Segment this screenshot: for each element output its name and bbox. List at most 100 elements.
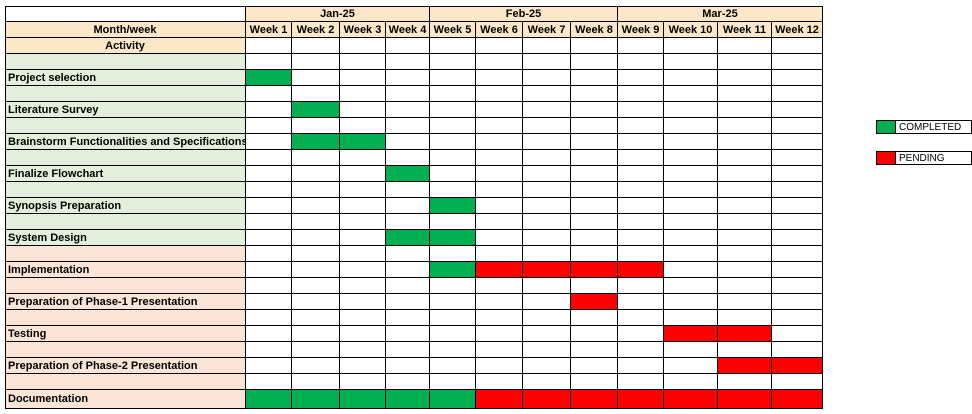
empty-cell bbox=[523, 54, 571, 70]
empty-cell bbox=[476, 342, 523, 358]
empty-cell bbox=[292, 246, 340, 262]
empty-cell bbox=[664, 342, 718, 358]
empty-cell bbox=[523, 310, 571, 326]
empty-cell bbox=[476, 214, 523, 230]
completed-bar bbox=[430, 230, 476, 246]
empty-cell bbox=[246, 310, 292, 326]
empty-cell bbox=[571, 102, 618, 118]
empty-cell bbox=[386, 326, 430, 342]
empty-cell bbox=[246, 182, 292, 198]
empty-cell bbox=[476, 326, 523, 342]
empty-cell bbox=[476, 102, 523, 118]
empty-cell bbox=[340, 70, 386, 86]
empty-cell bbox=[476, 86, 523, 102]
empty-cell bbox=[292, 70, 340, 86]
empty-cell bbox=[664, 166, 718, 182]
empty-cell bbox=[340, 182, 386, 198]
empty-cell bbox=[523, 102, 571, 118]
empty-cell bbox=[476, 310, 523, 326]
empty-cell bbox=[292, 278, 340, 294]
empty-cell bbox=[476, 70, 523, 86]
empty-cell bbox=[772, 326, 823, 342]
empty-cell bbox=[618, 118, 664, 134]
empty-cell bbox=[664, 294, 718, 310]
empty-cell bbox=[523, 278, 571, 294]
empty-cell bbox=[618, 342, 664, 358]
empty-cell bbox=[571, 310, 618, 326]
empty-cell bbox=[571, 182, 618, 198]
empty-cell bbox=[246, 86, 292, 102]
spacer-label-cell bbox=[5, 310, 246, 326]
legend-swatch-pending bbox=[876, 151, 896, 165]
empty-cell bbox=[476, 374, 523, 390]
empty-cell bbox=[386, 54, 430, 70]
empty-cell bbox=[618, 374, 664, 390]
completed-bar bbox=[292, 390, 340, 409]
completed-bar bbox=[246, 70, 292, 86]
empty-cell bbox=[772, 182, 823, 198]
empty-cell bbox=[664, 134, 718, 150]
spacer-label-cell bbox=[5, 214, 246, 230]
empty-cell bbox=[340, 342, 386, 358]
empty-cell bbox=[340, 118, 386, 134]
empty-cell bbox=[718, 246, 772, 262]
empty-cell bbox=[571, 150, 618, 166]
empty-cell bbox=[430, 326, 476, 342]
activity-label: Brainstorm Functionalities and Specifica… bbox=[5, 134, 246, 150]
empty-cell bbox=[571, 214, 618, 230]
empty-cell bbox=[523, 182, 571, 198]
empty-cell bbox=[618, 54, 664, 70]
empty-cell bbox=[386, 294, 430, 310]
empty-cell bbox=[571, 358, 618, 374]
empty-cell bbox=[292, 326, 340, 342]
empty-cell bbox=[664, 246, 718, 262]
empty-cell bbox=[340, 326, 386, 342]
week-header-7: Week 7 bbox=[523, 22, 571, 38]
empty-cell bbox=[246, 166, 292, 182]
week-header-4: Week 4 bbox=[386, 22, 430, 38]
week-header-3: Week 3 bbox=[340, 22, 386, 38]
empty-cell bbox=[476, 358, 523, 374]
empty-cell bbox=[246, 246, 292, 262]
empty-cell bbox=[772, 262, 823, 278]
empty-cell bbox=[618, 246, 664, 262]
activity-label: System Design bbox=[5, 230, 246, 246]
empty-cell bbox=[523, 134, 571, 150]
empty-cell bbox=[292, 166, 340, 182]
activity-label: Synopsis Preparation bbox=[5, 198, 246, 214]
empty-cell bbox=[772, 166, 823, 182]
activity-label: Literature Survey bbox=[5, 102, 246, 118]
activity-label: Project selection bbox=[5, 70, 246, 86]
empty-cell bbox=[618, 358, 664, 374]
empty-cell bbox=[571, 70, 618, 86]
week-header-9: Week 9 bbox=[618, 22, 664, 38]
empty-cell bbox=[476, 166, 523, 182]
empty-cell bbox=[772, 134, 823, 150]
empty-cell bbox=[340, 166, 386, 182]
empty-cell bbox=[246, 214, 292, 230]
pending-bar bbox=[571, 390, 618, 409]
empty-cell bbox=[523, 326, 571, 342]
empty-cell bbox=[430, 214, 476, 230]
empty-cell bbox=[340, 230, 386, 246]
pending-bar bbox=[476, 390, 523, 409]
empty-cell bbox=[618, 278, 664, 294]
pending-bar bbox=[523, 262, 571, 278]
empty-cell bbox=[523, 374, 571, 390]
pending-bar bbox=[772, 358, 823, 374]
empty-cell bbox=[664, 182, 718, 198]
spacer-label-cell bbox=[5, 278, 246, 294]
empty-cell bbox=[476, 38, 523, 54]
month-header-3: Mar-25 bbox=[618, 6, 823, 22]
empty-cell bbox=[246, 150, 292, 166]
spacer-label-cell bbox=[5, 342, 246, 358]
empty-cell bbox=[386, 214, 430, 230]
empty-cell bbox=[430, 358, 476, 374]
empty-cell bbox=[430, 294, 476, 310]
empty-cell bbox=[618, 326, 664, 342]
empty-cell bbox=[246, 230, 292, 246]
empty-cell bbox=[292, 214, 340, 230]
empty-cell bbox=[292, 150, 340, 166]
month-header-2: Feb-25 bbox=[430, 6, 618, 22]
spacer-label-cell bbox=[5, 374, 246, 390]
